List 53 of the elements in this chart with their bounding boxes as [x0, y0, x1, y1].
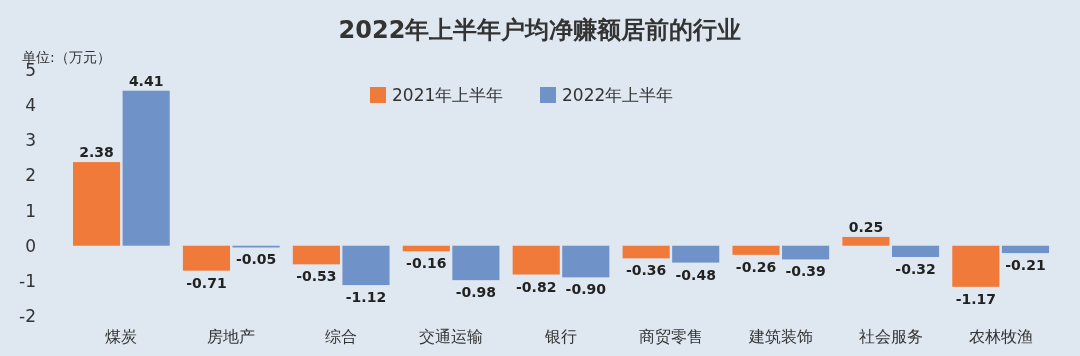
x-tick-label: 房地产 [207, 327, 256, 346]
data-label: -1.17 [955, 290, 997, 307]
data-label: -0.32 [895, 260, 936, 277]
data-label: -0.21 [1005, 257, 1046, 274]
x-tick-label: 煤炭 [105, 327, 138, 346]
bar [672, 245, 720, 263]
bar [512, 245, 560, 275]
data-label: -0.90 [565, 281, 607, 298]
y-tick-label: -2 [19, 306, 36, 326]
data-label: -0.48 [675, 266, 716, 283]
data-label: 4.41 [128, 72, 164, 89]
x-tick-label: 社会服务 [858, 327, 923, 346]
x-tick-label: 银行 [544, 327, 577, 346]
bar [562, 245, 610, 278]
data-label: -0.71 [186, 274, 227, 291]
bar [342, 245, 390, 286]
bar [732, 245, 780, 255]
bar [842, 236, 890, 246]
bar [891, 245, 940, 257]
bar [292, 245, 340, 265]
bar [72, 162, 121, 246]
data-label: -0.39 [785, 263, 826, 280]
y-tick-label: 4 [25, 95, 36, 116]
legend-label: 2022年上半年 [562, 85, 674, 105]
data-label: -0.36 [625, 262, 667, 279]
x-tick-label: 建筑装饰 [747, 327, 813, 346]
x-tick-label: 交通运输 [419, 327, 484, 346]
y-tick-label: 0 [25, 235, 36, 256]
y-tick-label: -1 [19, 270, 36, 291]
data-label: -0.82 [516, 278, 557, 295]
x-tick-label: 农林牧渔 [968, 327, 1033, 346]
x-tick-label: 综合 [325, 327, 358, 346]
data-label: -0.16 [406, 255, 447, 272]
data-label: -0.98 [455, 284, 497, 301]
data-label: -0.05 [235, 251, 277, 268]
bar [452, 245, 500, 281]
x-tick-label: 商贸零售 [638, 327, 703, 346]
legend-label: 2021年上半年 [392, 85, 504, 105]
y-tick-label: 2 [25, 165, 36, 186]
bar [122, 90, 170, 246]
data-label: 0.25 [848, 218, 884, 235]
bar [182, 245, 231, 271]
bar [622, 245, 670, 259]
chart-title: 2022年上半年户均净赚额居前的行业 [338, 16, 742, 44]
data-label: -0.53 [296, 268, 337, 285]
y-tick-label: 3 [25, 130, 36, 151]
bar [952, 245, 1000, 287]
data-label: 2.38 [79, 144, 114, 161]
data-label: -1.12 [345, 289, 387, 306]
bar [1001, 245, 1050, 254]
bar [782, 245, 830, 260]
y-tick-label: 1 [25, 200, 36, 221]
data-label: -0.26 [735, 258, 777, 275]
